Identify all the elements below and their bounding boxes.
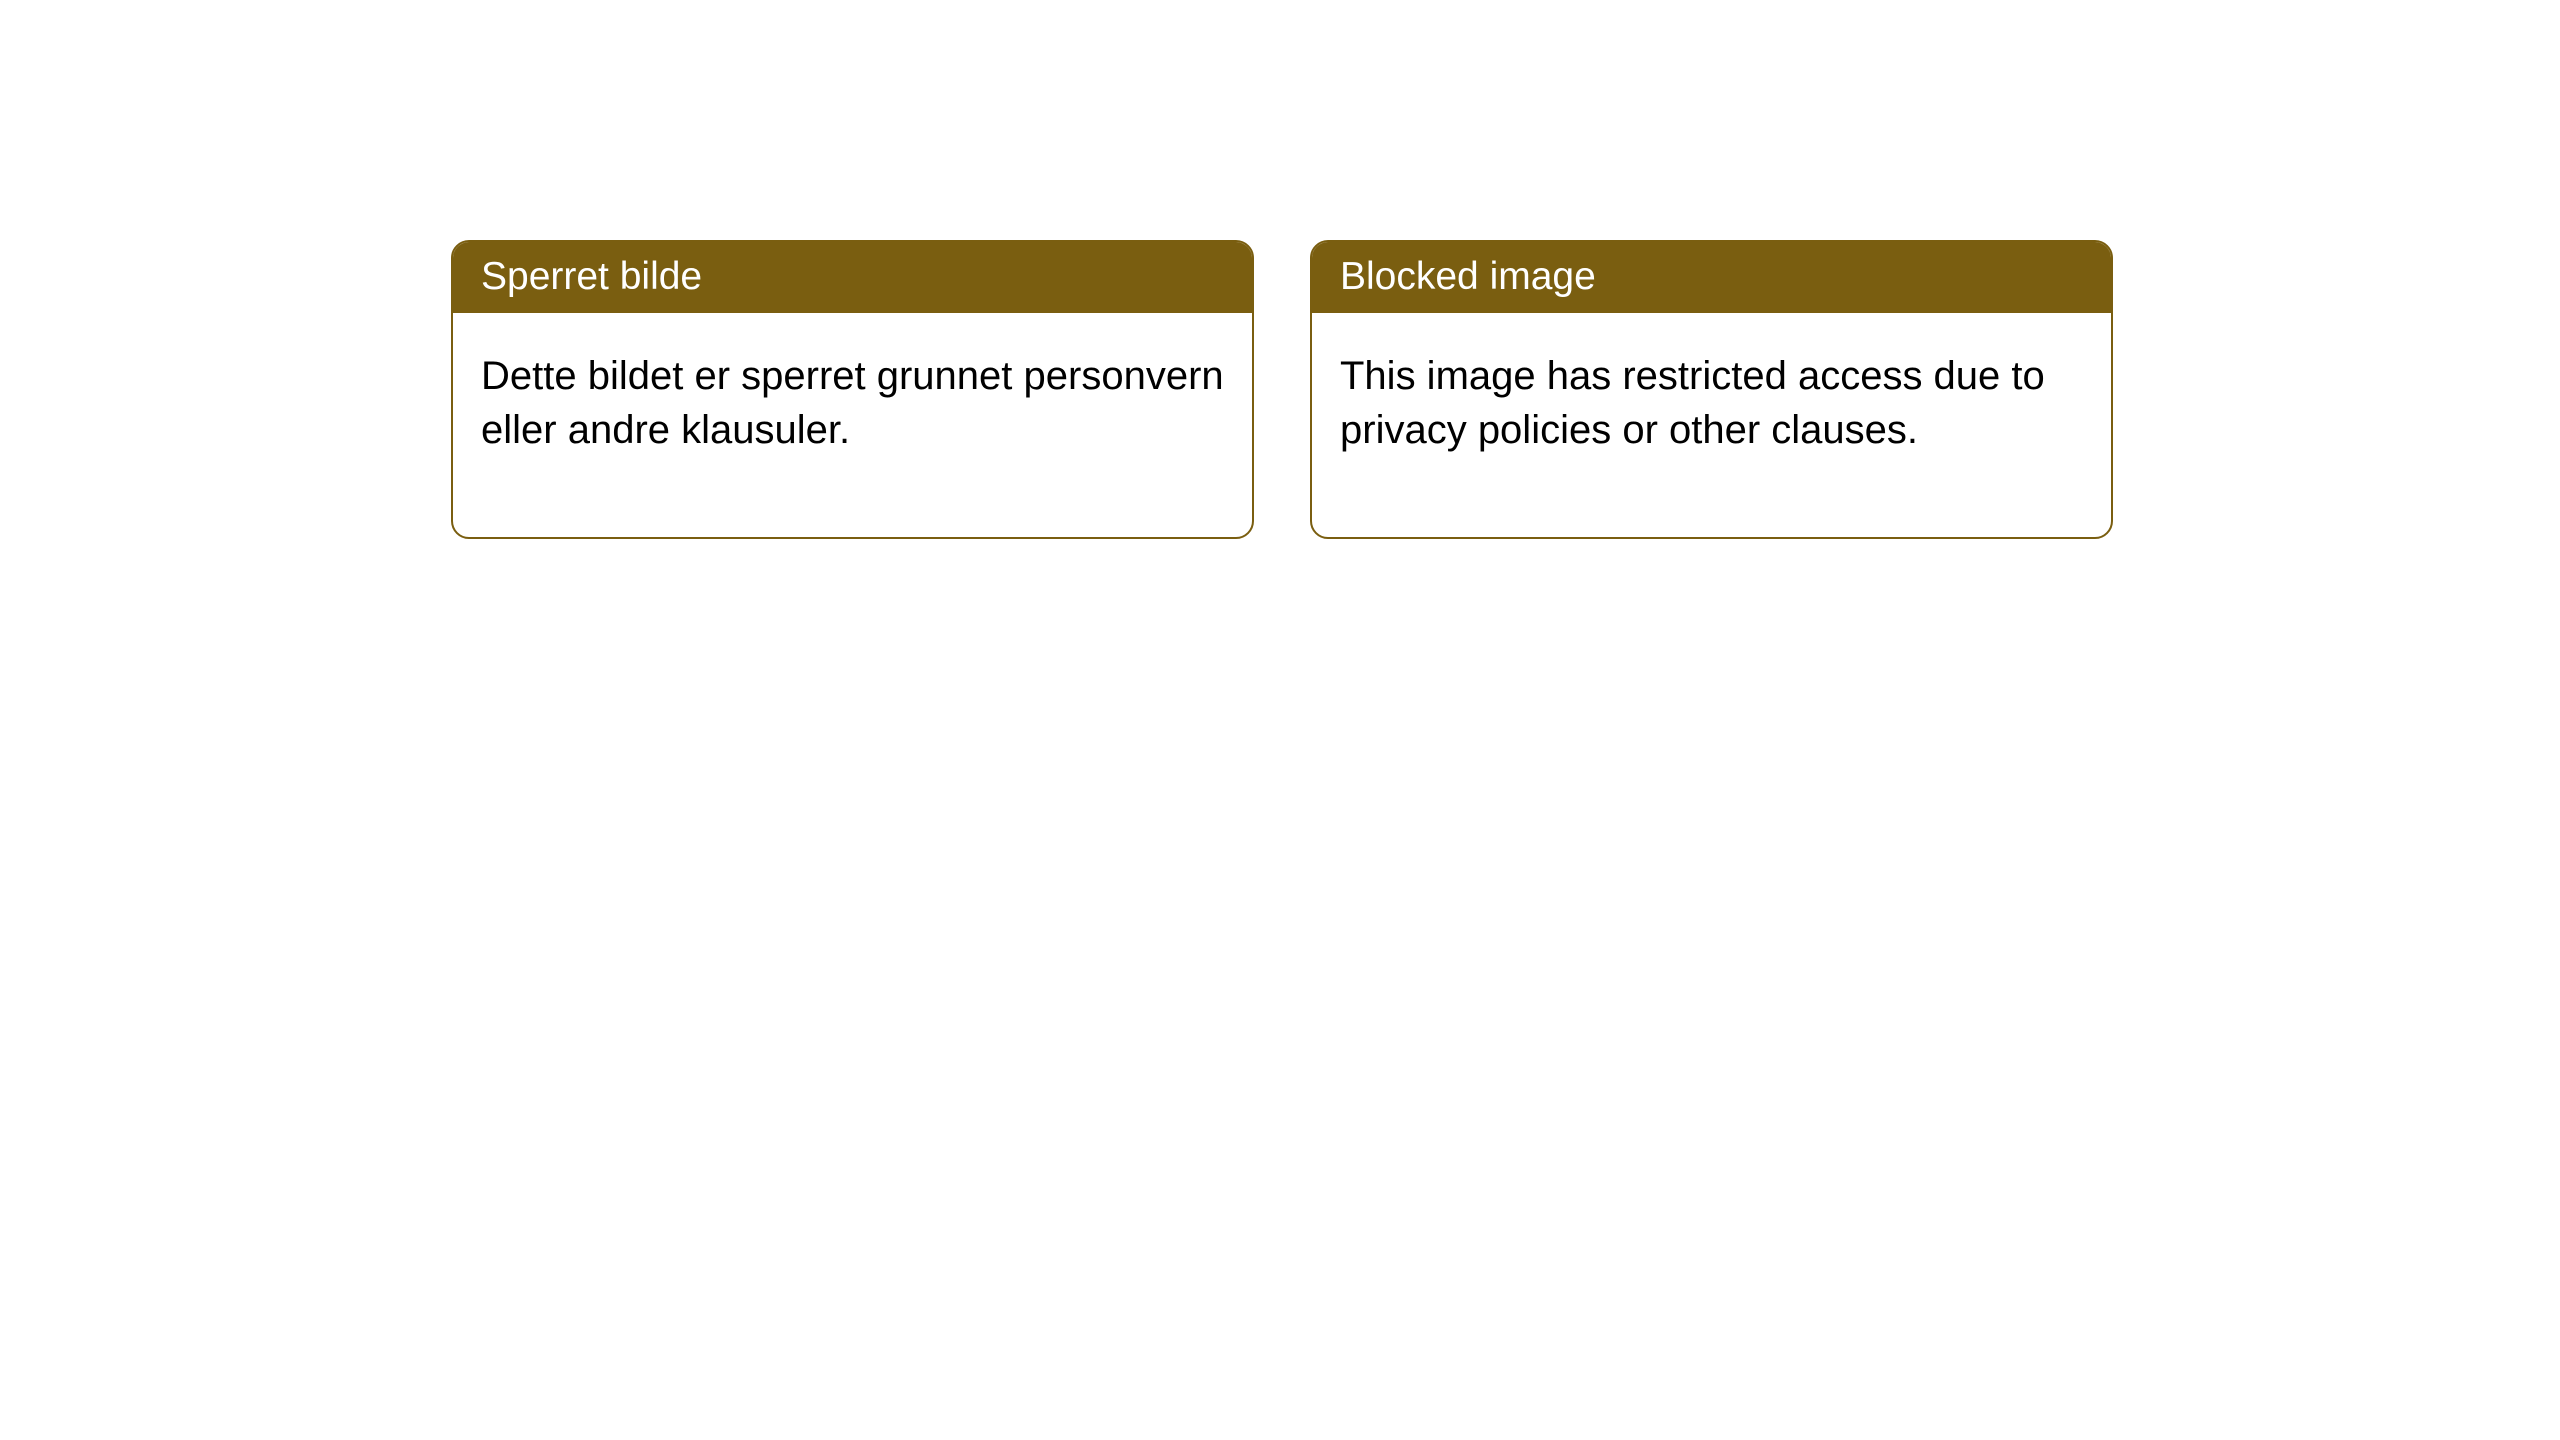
card-body: Dette bildet er sperret grunnet personve… xyxy=(453,313,1252,537)
notice-cards-container: Sperret bilde Dette bildet er sperret gr… xyxy=(451,240,2113,539)
notice-card-english: Blocked image This image has restricted … xyxy=(1310,240,2113,539)
card-body: This image has restricted access due to … xyxy=(1312,313,2111,537)
notice-card-norwegian: Sperret bilde Dette bildet er sperret gr… xyxy=(451,240,1254,539)
card-title: Blocked image xyxy=(1312,242,2111,313)
card-title: Sperret bilde xyxy=(453,242,1252,313)
